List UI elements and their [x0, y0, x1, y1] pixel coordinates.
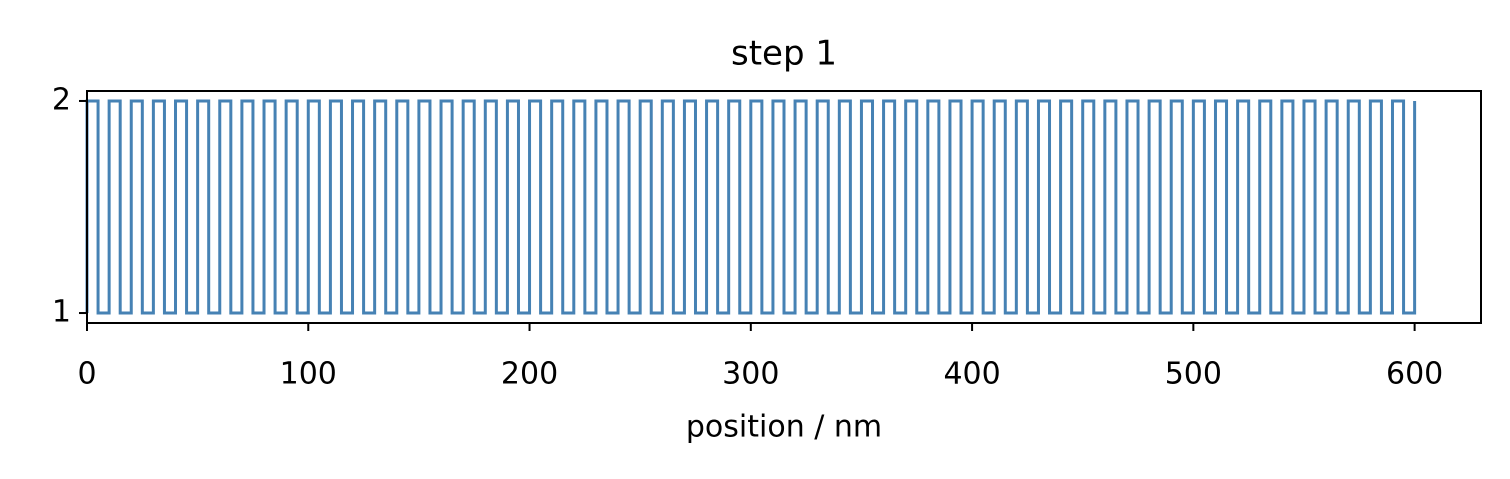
x-tick-label: 600	[1386, 357, 1443, 392]
chart-title: step 1	[731, 34, 837, 74]
x-axis-label: position / nm	[686, 410, 882, 445]
data-line	[85, 99, 1417, 315]
x-tick-label: 0	[77, 357, 96, 392]
y-tick-label: 1	[52, 295, 71, 330]
x-tick-label: 500	[1165, 357, 1222, 392]
y-tick-label: 2	[52, 82, 71, 117]
x-tick-label: 400	[943, 357, 1000, 392]
x-tick-label: 300	[722, 357, 779, 392]
plot-frame	[86, 90, 1482, 324]
x-tick-label: 200	[501, 357, 558, 392]
x-tick-label: 100	[280, 357, 337, 392]
